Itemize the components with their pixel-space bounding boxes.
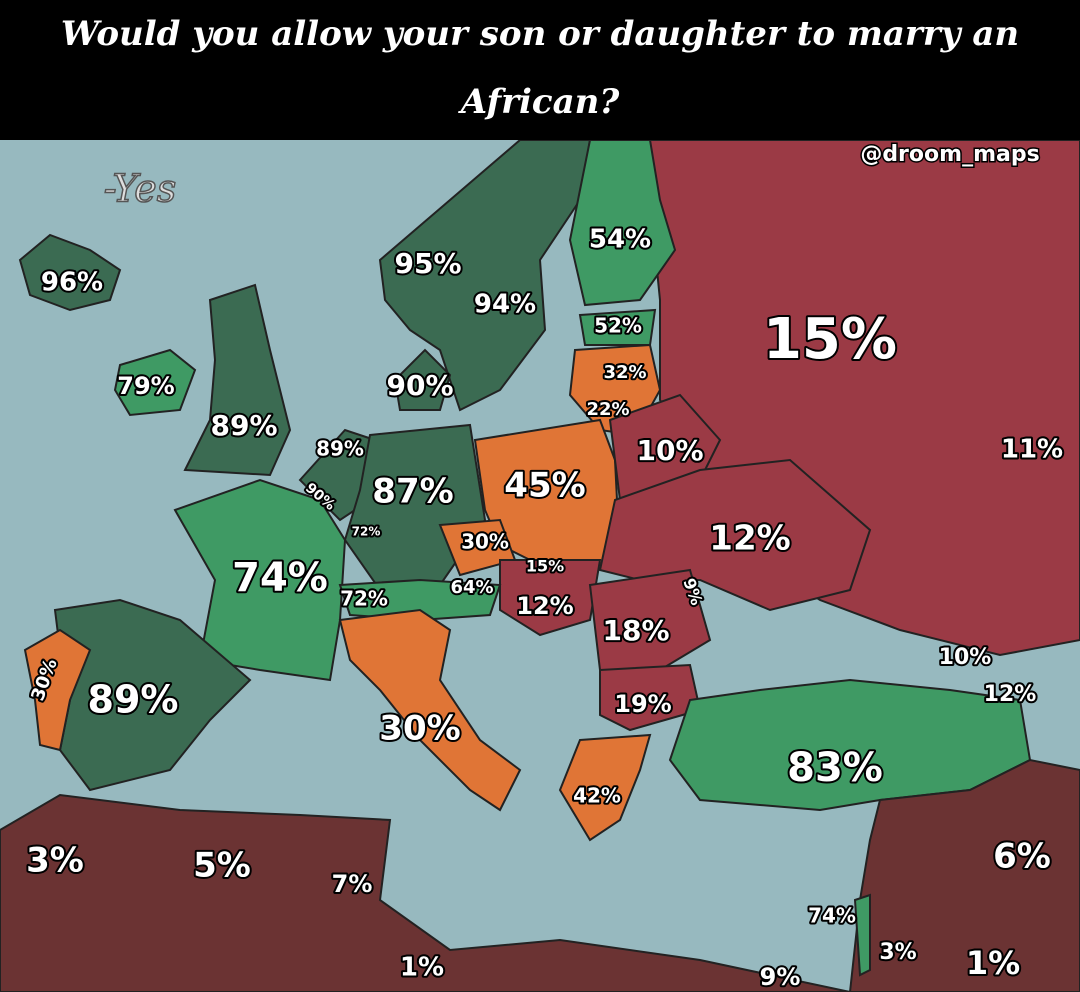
region-label: 32% bbox=[603, 362, 646, 383]
region-label: 10% bbox=[939, 645, 992, 670]
romania bbox=[588, 568, 712, 671]
region-label: 18% bbox=[602, 614, 669, 647]
region-label: 30% bbox=[379, 709, 460, 749]
legend-label: -Yes bbox=[104, 167, 176, 211]
region-label: 83% bbox=[787, 745, 883, 791]
region-label: 1% bbox=[966, 944, 1020, 982]
region-label: 30% bbox=[461, 530, 509, 554]
region-label: 10% bbox=[636, 434, 703, 467]
finland bbox=[568, 140, 677, 307]
iceland bbox=[18, 233, 122, 312]
region-label: 87% bbox=[372, 472, 453, 512]
israel bbox=[853, 893, 871, 977]
region-label: 96% bbox=[41, 268, 103, 298]
great-britain bbox=[183, 283, 292, 477]
region-label: 3% bbox=[26, 841, 84, 881]
region-label: 90% bbox=[386, 369, 453, 402]
credit: @droom_maps bbox=[860, 142, 1039, 167]
region-label: 9% bbox=[760, 963, 801, 991]
region-label: 74% bbox=[232, 555, 328, 601]
region-label: 19% bbox=[614, 690, 671, 718]
region-label: 1% bbox=[400, 953, 444, 983]
slovakia-hungary bbox=[499, 559, 602, 637]
region-label: 6% bbox=[993, 837, 1051, 877]
region-label: 72% bbox=[340, 587, 388, 611]
region-label: 12% bbox=[516, 592, 573, 620]
region-label: 89% bbox=[88, 678, 179, 722]
italy bbox=[338, 608, 522, 812]
region-label: 79% bbox=[117, 372, 174, 400]
france bbox=[173, 478, 347, 682]
region-label: 74% bbox=[808, 904, 856, 928]
region-label: 3% bbox=[879, 940, 916, 965]
region-label: 12% bbox=[984, 682, 1037, 707]
bulgaria bbox=[599, 663, 702, 732]
region-label: 89% bbox=[316, 437, 364, 461]
region-label: 45% bbox=[504, 466, 585, 506]
region-label: 94% bbox=[474, 290, 536, 320]
region-label: 72% bbox=[352, 525, 381, 539]
region-label: 89% bbox=[210, 409, 277, 442]
middle-east bbox=[848, 758, 1080, 992]
region-label: 64% bbox=[450, 577, 493, 598]
scandinavia bbox=[378, 140, 592, 412]
region-label: 7% bbox=[332, 870, 373, 898]
region-label: 11% bbox=[1001, 435, 1063, 465]
region-label: 5% bbox=[193, 846, 251, 886]
region-label: 52% bbox=[594, 314, 642, 338]
austria-switzerland bbox=[338, 578, 502, 622]
region-label: 42% bbox=[573, 784, 621, 808]
region-label: 22% bbox=[586, 399, 629, 420]
region-label: 15% bbox=[763, 307, 897, 372]
portugal bbox=[23, 628, 92, 752]
north-africa bbox=[0, 793, 851, 992]
map-title: Would you allow your son or daughter to … bbox=[60, 14, 1020, 122]
title-bar: Would you allow your son or daughter to … bbox=[0, 0, 1080, 140]
map: -Yes @droom_maps 96% 95% 94% 54% 52% 15% 79% 89% 9… bbox=[0, 140, 1080, 992]
ireland bbox=[113, 348, 197, 417]
denmark bbox=[393, 348, 452, 411]
region-label: 15% bbox=[526, 557, 564, 576]
region-label: 95% bbox=[394, 247, 461, 280]
region-label: 54% bbox=[589, 225, 651, 255]
greece bbox=[558, 733, 652, 842]
region-label: 12% bbox=[709, 519, 790, 559]
